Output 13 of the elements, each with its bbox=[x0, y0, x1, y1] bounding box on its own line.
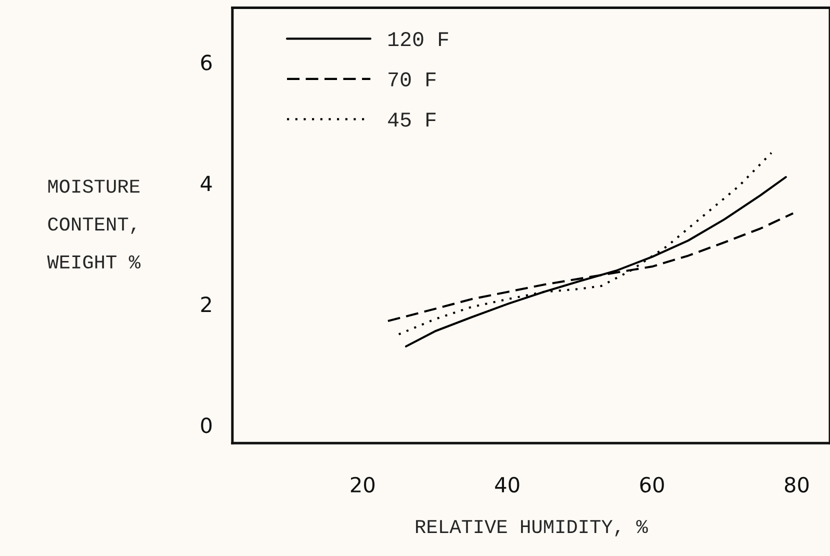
text: MOISTURE CONTENT, WEIGHT % bbox=[47, 180, 141, 269]
y-tick-label: 0 bbox=[201, 417, 212, 434]
legend-label: 45 F bbox=[388, 112, 436, 127]
x-tick-label: 80 bbox=[784, 476, 809, 493]
legend-label: 120 F bbox=[388, 32, 448, 46]
x-tick-label: 60 bbox=[640, 476, 664, 493]
legend-label: 70 F bbox=[388, 72, 436, 86]
x-tick-label: 40 bbox=[495, 476, 520, 493]
y-tick-label: 2 bbox=[201, 296, 211, 312]
y-tick-label: 6 bbox=[201, 54, 212, 70]
y-tick-label: 4 bbox=[200, 176, 212, 192]
x-tick-label: 20 bbox=[350, 476, 374, 493]
x-axis-title: RELATIVE HUMIDITY, % bbox=[416, 520, 648, 536]
